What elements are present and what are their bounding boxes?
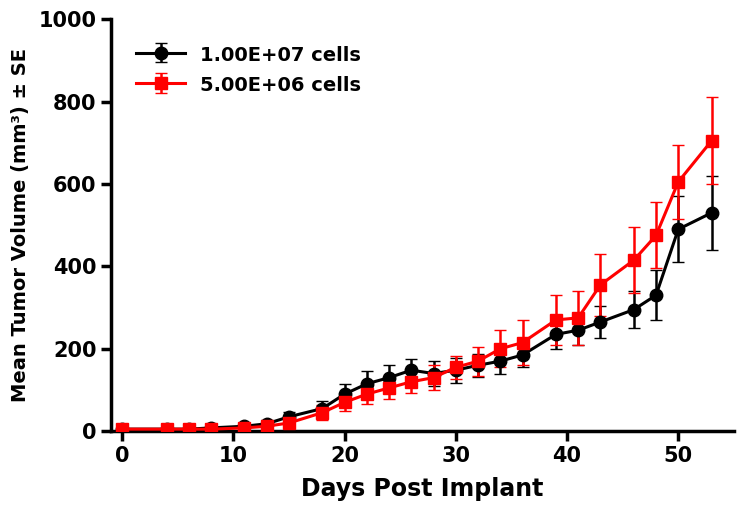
Legend: 1.00E+07 cells, 5.00E+06 cells: 1.00E+07 cells, 5.00E+06 cells <box>127 35 371 105</box>
X-axis label: Days Post Implant: Days Post Implant <box>301 477 544 501</box>
Y-axis label: Mean Tumor Volume (mm³) ± SE: Mean Tumor Volume (mm³) ± SE <box>11 48 30 402</box>
